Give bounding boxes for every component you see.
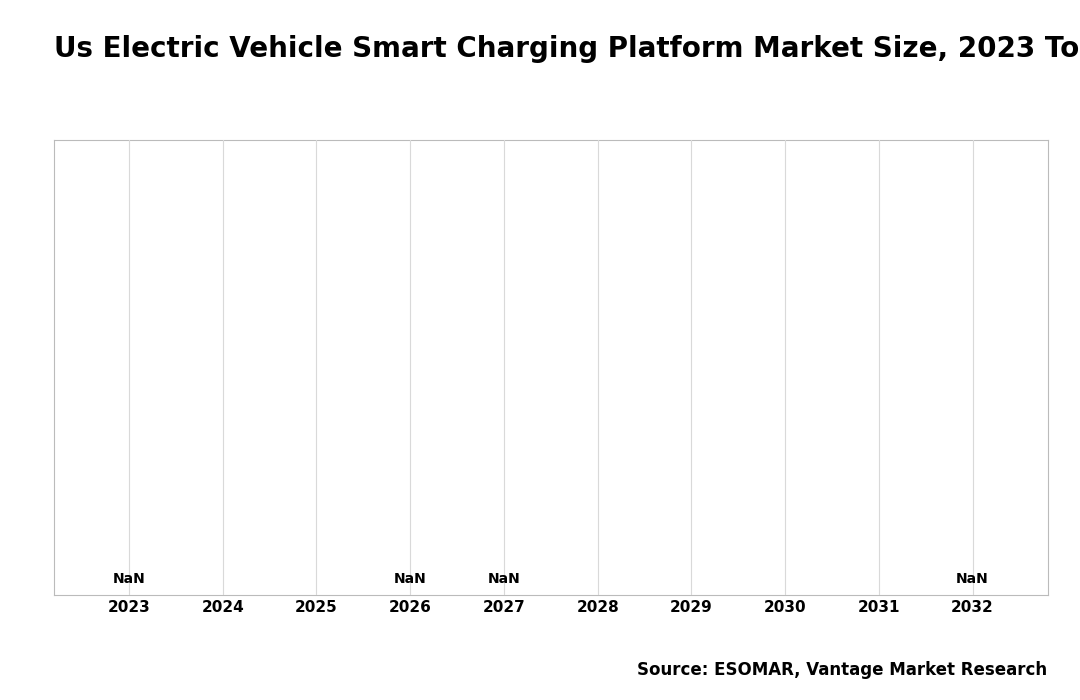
Text: NaN: NaN [112,572,146,586]
Text: NaN: NaN [956,572,989,586]
Text: NaN: NaN [394,572,427,586]
Text: Source: ESOMAR, Vantage Market Research: Source: ESOMAR, Vantage Market Research [637,661,1048,679]
Text: Us Electric Vehicle Smart Charging Platform Market Size, 2023 To 2032 (USD Milli: Us Electric Vehicle Smart Charging Platf… [54,35,1080,63]
Text: NaN: NaN [487,572,521,586]
